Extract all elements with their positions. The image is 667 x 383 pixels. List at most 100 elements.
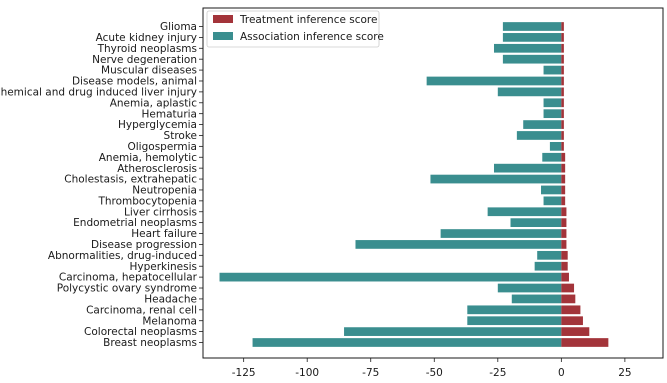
category-label: Abnormalities, drug-induced [48,250,197,262]
association-bar-6 [426,76,562,86]
category-label: Colorectal neoplasms [84,326,197,338]
association-bar-18 [487,207,562,217]
legend-label-association: Association inference score [240,31,384,43]
treatment-bar-21 [561,240,567,249]
association-bar-20 [440,229,562,238]
treatment-bar-27 [561,305,581,315]
category-label: Neutropenia [132,185,197,197]
category-label: Oligospermia [128,141,198,153]
category-label: Disease models, animal [72,76,197,88]
association-bar-7 [497,87,562,97]
category-label: Polycystic ovary syndrome [57,283,197,295]
association-bar-25 [497,283,562,293]
treatment-bar-5 [561,65,564,75]
treatment-bar-30 [561,338,609,347]
category-label: Disease progression [91,239,197,251]
category-label: Anemia, hemolytic [99,152,197,164]
association-bar-29 [344,327,562,336]
association-bar-21 [355,240,562,249]
category-label: Acute kidney injury [96,32,197,44]
treatment-bar-10 [561,120,564,129]
association-bar-4 [502,54,562,64]
association-bar-3 [493,43,562,53]
category-label: Muscular diseases [101,65,197,77]
category-label: Chemical and drug induced liver injury [0,86,197,98]
association-bar-11 [516,131,562,140]
treatment-bar-13 [561,152,566,162]
association-bar-1 [502,22,562,31]
category-label: Carcinoma, renal cell [86,304,197,316]
category-label: Thyroid neoplasms [97,43,197,55]
legend-swatch-treatment [213,15,233,23]
association-bar-9 [543,109,562,119]
treatment-bar-15 [561,174,566,184]
category-label: Liver cirrhosis [124,206,197,218]
category-label: Nerve degeneration [92,54,197,66]
legend-label-treatment: Treatment inference score [239,14,377,26]
x-tick-label: -25 [489,367,506,379]
treatment-bar-9 [561,109,564,119]
treatment-bar-28 [561,316,583,326]
category-label: Endometrial neoplasms [73,217,197,229]
category-label: Melanoma [142,315,197,327]
category-label: Carcinoma, hepatocellular [59,272,198,284]
treatment-bar-7 [561,87,564,97]
association-bar-2 [502,33,562,42]
association-bar-8 [543,98,562,108]
association-bar-5 [543,65,562,75]
legend-box [206,10,380,48]
association-bar-27 [467,305,562,315]
category-label: Stroke [164,130,197,142]
category-label: Heart failure [131,228,197,240]
legend-swatch-association [213,32,233,40]
treatment-bar-6 [561,76,564,86]
x-axis-ticks: -125 -100 -75 -50 -25 0 25 [232,358,632,379]
treatment-bar-19 [561,218,567,227]
category-label: Glioma [160,21,197,33]
x-tick-label: -125 [232,367,256,379]
association-bar-19 [510,218,562,227]
x-tick-label: -100 [295,367,319,379]
association-bar-28 [467,316,562,326]
association-bar-14 [493,163,562,173]
category-label: Hyperglycemia [118,119,197,131]
treatment-bar-20 [561,229,567,238]
association-bar-13 [542,152,562,162]
legend: Treatment inference score Association in… [206,10,384,48]
treatment-bar-3 [561,43,564,53]
treatment-bar-2 [561,33,564,42]
association-bar-26 [511,294,562,304]
treatment-bar-22 [561,250,568,260]
category-label: Cholestasis, extrahepatic [64,174,197,186]
association-bar-30 [252,338,562,347]
treatment-bar-14 [561,163,566,173]
treatment-bar-25 [561,283,575,293]
treatment-bar-26 [561,294,576,304]
association-bar-15 [430,174,562,184]
treatment-bar-17 [561,196,566,206]
category-label: Atherosclerosis [117,163,197,175]
treatment-bar-8 [561,98,564,108]
treatment-bar-4 [561,54,564,64]
plot-frame [202,7,664,359]
treatment-bar-29 [561,327,590,336]
association-bar-24 [219,272,562,282]
category-label: Hematuria [142,108,197,120]
category-label: Headache [144,294,197,306]
x-tick-label: -75 [362,367,379,379]
treatment-bar-23 [561,261,568,271]
association-bar-12 [549,142,562,151]
x-tick-label: -50 [426,367,443,379]
treatment-bar-24 [561,272,569,282]
association-bar-23 [534,261,562,271]
category-label: Hyperkinesis [129,261,197,273]
treatment-bar-18 [561,207,567,217]
association-bar-10 [523,120,562,129]
x-tick-label: 25 [618,367,631,379]
category-label: Breast neoplasms [103,337,197,349]
association-bar-16 [541,185,562,195]
category-label: Anemia, aplastic [110,97,198,109]
treatment-bar-16 [561,185,566,195]
treatment-bar-12 [561,142,564,151]
